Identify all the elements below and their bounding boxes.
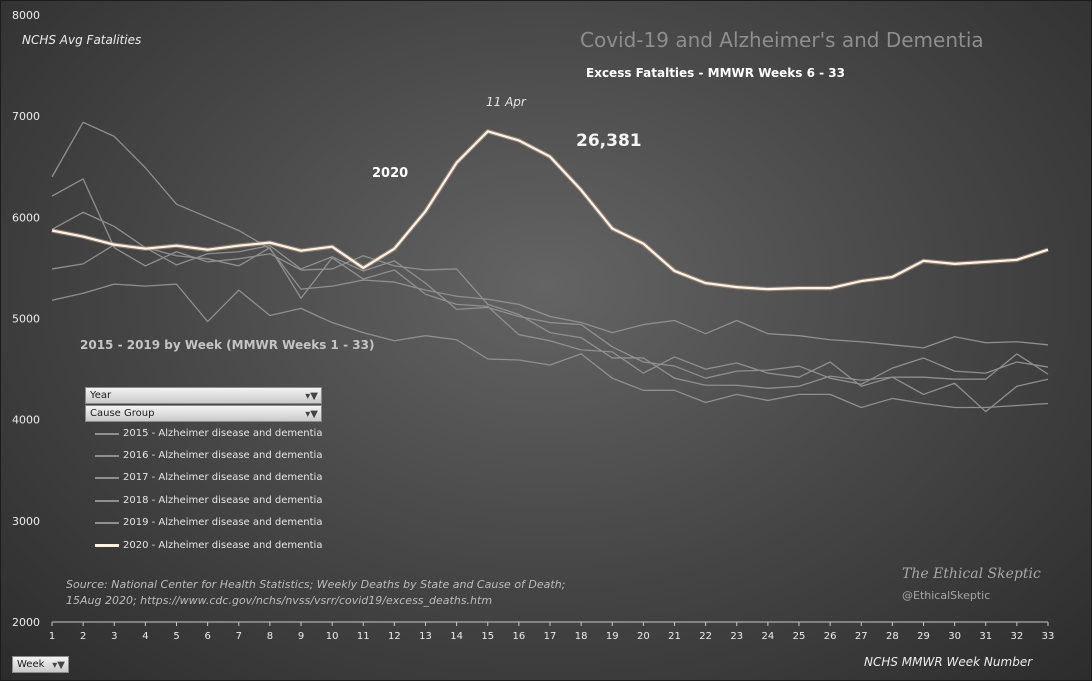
legend-swatch	[95, 522, 119, 524]
y-tick-label: 5000	[12, 313, 40, 326]
y-tick-label: 3000	[12, 515, 40, 528]
week-filter-button[interactable]: Week ▾▼	[12, 656, 69, 673]
x-tick-label: 28	[886, 631, 899, 642]
excess-total-annotation: 26,381	[576, 131, 642, 151]
x-tick-label: 5	[173, 631, 179, 642]
x-tick-label: 22	[699, 631, 712, 642]
x-tick-label: 25	[793, 631, 806, 642]
x-tick-label: 18	[575, 631, 588, 642]
x-tick-label: 7	[236, 631, 242, 642]
legend-label: 2019 - Alzheimer disease and dementia	[123, 517, 323, 528]
x-tick-label: 21	[668, 631, 681, 642]
y-tick-label: 7000	[12, 110, 40, 123]
legend-label: 2015 - Alzheimer disease and dementia	[123, 428, 323, 439]
filter-dropdown-icon: ▾▼	[52, 660, 65, 671]
x-tick-label: 3	[111, 631, 117, 642]
legend-label: 2017 - Alzheimer disease and dementia	[123, 472, 323, 483]
filter-dropdown-icon: ▾▼	[305, 391, 318, 402]
x-tick-label: 9	[298, 631, 304, 642]
source-line-1: Source: National Center for Health Stati…	[66, 578, 566, 591]
x-tick-label: 8	[267, 631, 273, 642]
chart-title: Covid-19 and Alzheimer's and Dementia	[580, 28, 984, 52]
series-line	[51, 130, 1049, 291]
x-tick-label: 13	[419, 631, 432, 642]
y-tick-label: 2000	[12, 616, 40, 629]
legend-swatch	[95, 544, 119, 547]
year-filter-label: Year	[90, 390, 112, 401]
x-tick-label: 6	[204, 631, 210, 642]
y-tick-label: 4000	[12, 414, 40, 427]
series-line	[51, 211, 1049, 387]
source-line-2: 15Aug 2020; https://www.cdc.gov/nchs/nvs…	[66, 594, 493, 607]
legend-swatch	[95, 477, 119, 479]
x-tick-label: 11	[357, 631, 370, 642]
x-tick-label: 14	[450, 631, 463, 642]
series-line-glow	[51, 129, 1049, 292]
legend-swatch	[95, 500, 119, 502]
source-note: Source: National Center for Health Stati…	[66, 577, 565, 609]
y-axis-title: NCHS Avg Fatalities	[22, 33, 142, 47]
chart-subtitle: Excess Fatalties - MMWR Weeks 6 - 33	[586, 66, 845, 80]
series-line	[51, 283, 1049, 409]
legend-swatch	[95, 433, 119, 435]
x-tick-label: 4	[142, 631, 148, 642]
y-tick-label: 6000	[12, 211, 40, 224]
year-filter-button[interactable]: Year ▾▼	[85, 387, 322, 404]
x-tick-label: 23	[730, 631, 743, 642]
x-tick-label: 20	[637, 631, 650, 642]
x-tick-label: 16	[513, 631, 526, 642]
x-tick-label: 10	[326, 631, 339, 642]
signature-watermark: The Ethical Skeptic	[902, 566, 1041, 582]
x-tick-label: 32	[1011, 631, 1024, 642]
x-tick-label: 1	[49, 631, 55, 642]
x-tick-label: 33	[1042, 631, 1055, 642]
filter-dropdown-icon: ▾▼	[305, 409, 318, 420]
legend-label: 2018 - Alzheimer disease and dementia	[123, 495, 323, 506]
cause-group-filter-button[interactable]: Cause Group ▾▼	[85, 405, 322, 422]
series-line	[51, 243, 1049, 385]
x-tick-label: 15	[481, 631, 494, 642]
series-lines	[51, 121, 1049, 413]
legend-label: 2016 - Alzheimer disease and dementia	[123, 450, 323, 461]
series-line	[51, 121, 1049, 349]
year-2020-annotation: 2020	[372, 166, 409, 181]
x-tick-label: 30	[948, 631, 961, 642]
peak-date-annotation: 11 Apr	[486, 95, 526, 109]
week-filter-label: Week	[17, 659, 45, 670]
cause-group-filter-label: Cause Group	[90, 408, 155, 419]
x-tick-label: 29	[917, 631, 930, 642]
legend-label: 2020 - Alzheimer disease and dementia	[123, 540, 323, 551]
x-axis-title: NCHS MMWR Week Number	[864, 655, 1033, 669]
x-tick-label: 12	[388, 631, 401, 642]
y-axis-ticks: 2000 3000 4000 5000 6000 7000 8000	[12, 9, 40, 629]
x-tick-label: 24	[762, 631, 775, 642]
x-tick-label: 26	[824, 631, 837, 642]
x-tick-label: 19	[606, 631, 619, 642]
x-tick-label: 27	[855, 631, 868, 642]
prior-years-annotation: 2015 - 2019 by Week (MMWR Weeks 1 - 33)	[80, 338, 375, 352]
author-handle: @EthicalSkeptic	[902, 589, 991, 602]
x-tick-label: 2	[80, 631, 86, 642]
legend-swatch	[95, 455, 119, 457]
x-axis-ticks: 1 2 3 4 5 6 7 8 9 10 11 12 13 14 15 16 17 18 19 20 21 22 23 24 2…	[49, 621, 1055, 642]
x-tick-label: 31	[979, 631, 992, 642]
x-tick-label: 17	[544, 631, 557, 642]
y-tick-label: 8000	[12, 9, 40, 22]
